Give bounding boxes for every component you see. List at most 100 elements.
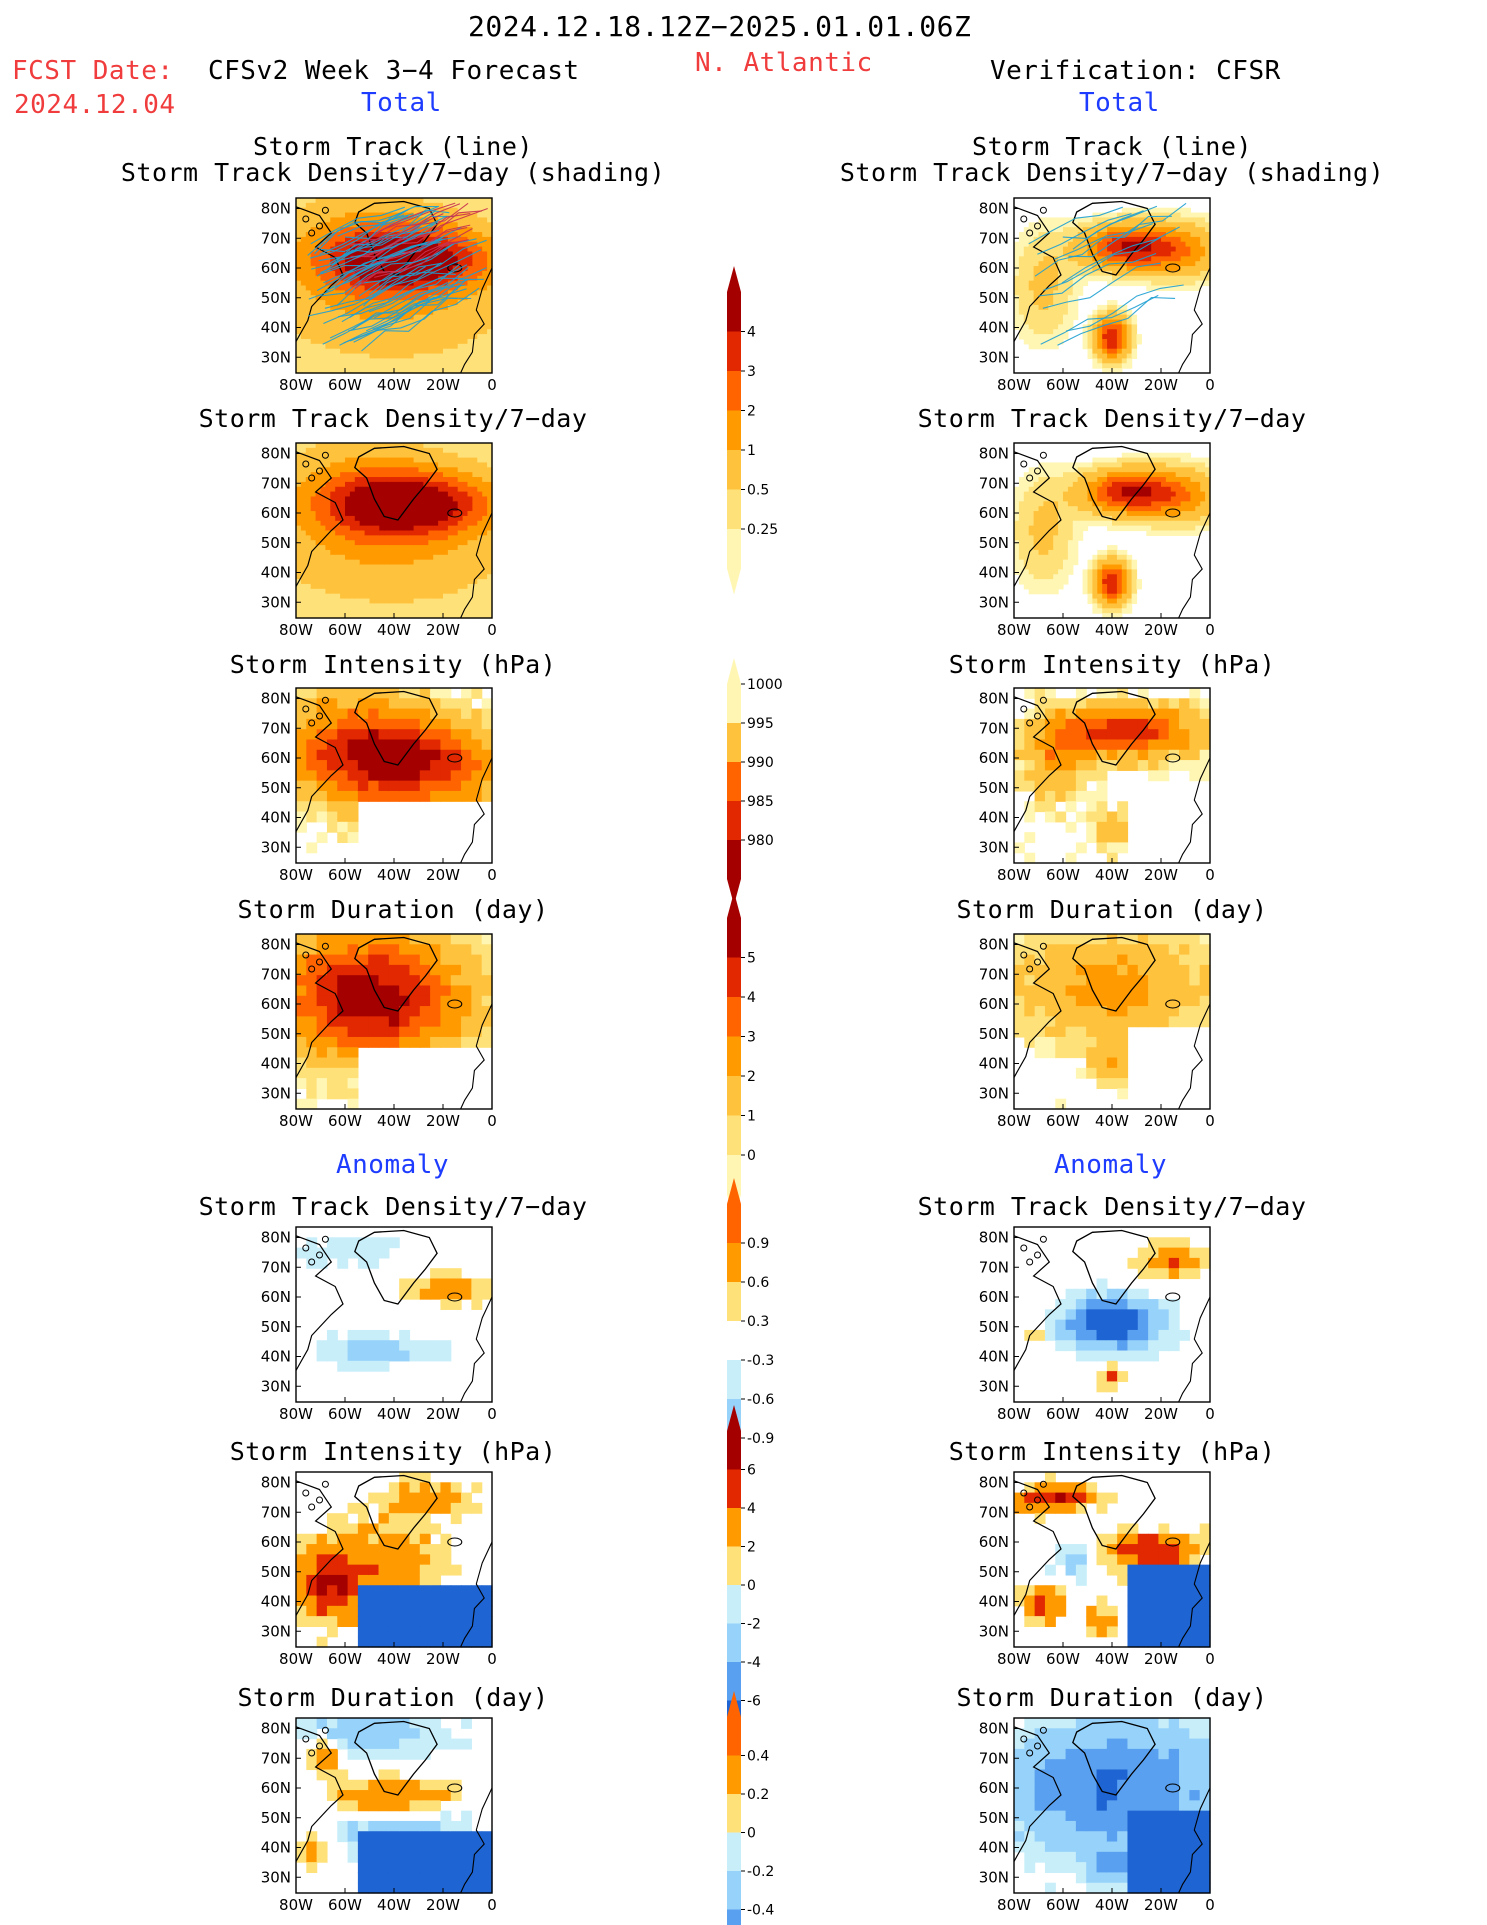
grid-cell (1170, 207, 1177, 214)
grid-cell (1112, 304, 1118, 311)
lat-tick-label: 70N (979, 229, 1009, 247)
grid-cell (330, 574, 336, 580)
storm-track-line (364, 210, 483, 258)
grid-cell (452, 207, 459, 214)
grid-cell (443, 447, 449, 454)
grid-cell (477, 501, 483, 507)
grid-cell (305, 232, 312, 238)
grid-cell (349, 549, 356, 556)
grid-cell (337, 688, 349, 699)
grid-cell (300, 593, 307, 600)
grid-cell (487, 593, 493, 600)
grid-cell (1033, 545, 1040, 551)
grid-cell (364, 207, 371, 214)
grid-cell (1102, 353, 1108, 360)
grid-cell (330, 300, 336, 306)
grid-cell (320, 564, 326, 570)
grid-cell (1126, 338, 1133, 345)
grid-cell (1058, 338, 1064, 345)
title-p5-right: Storm Track Density/7−day (917, 1192, 1307, 1221)
grid-cell (418, 506, 424, 512)
grid-cell (1063, 564, 1069, 570)
grid-cell (1053, 343, 1059, 350)
grid-cell (330, 217, 336, 223)
grid-cell (1116, 613, 1123, 619)
lat-tick-label: 50N (261, 289, 291, 307)
grid-cell (335, 222, 341, 228)
grid-cell (1028, 270, 1035, 277)
grid-cell (296, 353, 302, 360)
grid-cell (443, 525, 449, 532)
grid-cell (325, 348, 331, 355)
grid-cell (315, 251, 322, 257)
grid-cell (379, 202, 385, 209)
grid-cell (438, 574, 444, 580)
grid-cell (1033, 525, 1040, 532)
grid-cell (467, 266, 473, 272)
grid-cell (296, 718, 307, 730)
grid-cell (315, 207, 322, 214)
grid-cell (1043, 583, 1049, 590)
grid-cell (330, 256, 336, 262)
grid-cell (364, 280, 371, 287)
grid-cell (1053, 530, 1059, 536)
grid-cell (1043, 280, 1049, 287)
grid-cell (1185, 530, 1191, 536)
grid-cell (1195, 506, 1201, 512)
grid-cell (1161, 520, 1167, 527)
grid-cell (447, 462, 454, 468)
grid-cell (1043, 520, 1049, 527)
grid-cell (1156, 266, 1162, 272)
grid-cell (1131, 598, 1138, 605)
grid-cell (310, 348, 317, 355)
lat-tick-label: 80N (979, 445, 1009, 463)
grid-cell (1165, 275, 1172, 282)
grid-cell (443, 481, 449, 488)
grid-cell (1175, 515, 1182, 522)
grid-cell (335, 270, 341, 277)
grid-cell (423, 452, 429, 459)
grid-cell (1072, 481, 1079, 488)
grid-cell (1028, 506, 1035, 512)
grid-cell (1038, 588, 1044, 595)
grid-cell (315, 363, 322, 369)
grid-cell (477, 520, 483, 527)
grid-cell (447, 554, 454, 561)
grid-cell (462, 304, 469, 311)
grid-cell (472, 545, 478, 551)
grid-cell (337, 770, 349, 782)
grid-cell (374, 343, 380, 350)
grid-cell (418, 515, 424, 522)
grid-cell (418, 530, 424, 536)
grid-cell (472, 593, 478, 600)
grid-cell (418, 338, 424, 345)
grid-cell (482, 270, 488, 277)
grid-cell (369, 227, 375, 233)
grid-cell (1082, 338, 1089, 345)
grid-cell (306, 718, 318, 730)
grid-cell (369, 452, 375, 459)
grid-cell (1126, 207, 1133, 214)
grid-cell (1067, 227, 1074, 233)
grid-cell (1043, 261, 1049, 267)
grid-cell (452, 472, 459, 478)
grid-cell (1058, 583, 1064, 590)
grid-cell (487, 554, 493, 561)
grid-cell (457, 300, 464, 306)
grid-cell (428, 583, 434, 590)
grid-cell (1175, 256, 1182, 262)
grid-cell (1038, 338, 1044, 345)
grid-cell (467, 198, 473, 204)
grid-cell (1063, 261, 1069, 267)
grid-cell (467, 457, 473, 464)
grid-cell (300, 266, 307, 272)
grid-cell (335, 549, 341, 556)
grid-cell (472, 462, 478, 468)
grid-cell (1170, 232, 1177, 238)
grid-cell (462, 246, 469, 253)
grid-cell (408, 290, 415, 296)
grid-cell (482, 598, 488, 605)
grid-cell (408, 198, 415, 204)
grid-cell (354, 603, 361, 609)
grid-cell (447, 304, 454, 311)
